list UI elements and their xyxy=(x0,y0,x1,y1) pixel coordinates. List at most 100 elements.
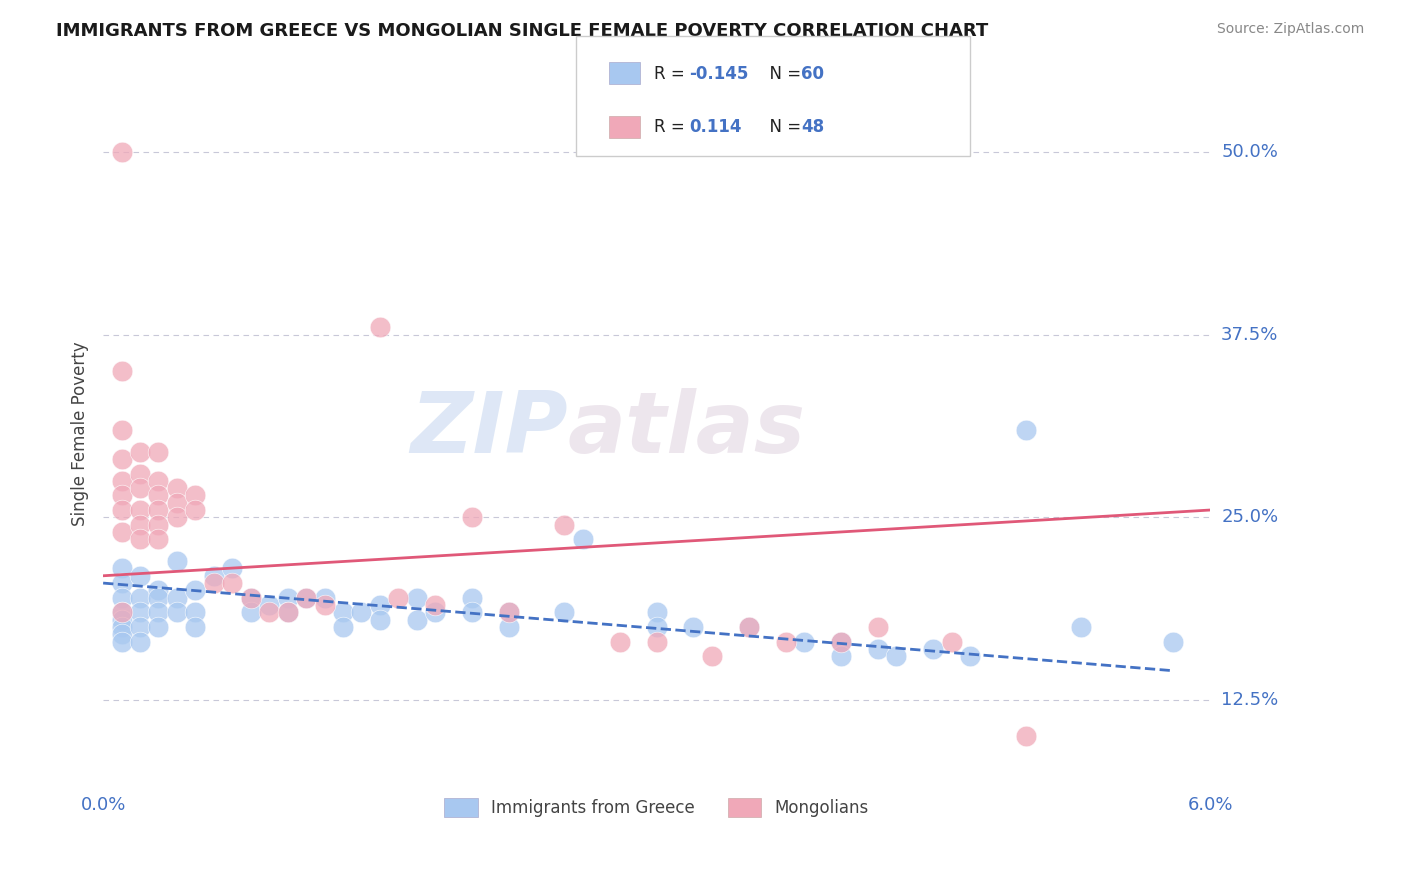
Point xyxy=(110,364,132,378)
Point xyxy=(184,583,207,598)
Point xyxy=(148,444,170,458)
Point xyxy=(166,554,188,568)
Point xyxy=(572,533,595,547)
Point xyxy=(277,591,299,605)
Point xyxy=(295,591,318,605)
Point xyxy=(110,620,132,634)
Point xyxy=(166,591,188,605)
Point xyxy=(368,613,391,627)
Point xyxy=(110,613,132,627)
Text: 37.5%: 37.5% xyxy=(1222,326,1278,343)
Point xyxy=(221,561,243,575)
Text: 0.114: 0.114 xyxy=(689,118,741,136)
Point xyxy=(498,605,520,619)
Point xyxy=(148,474,170,488)
Point xyxy=(609,634,631,648)
Point xyxy=(257,605,280,619)
Point xyxy=(129,591,152,605)
Point xyxy=(645,605,668,619)
Point xyxy=(461,605,484,619)
Point xyxy=(110,145,132,160)
Point xyxy=(922,641,945,656)
Point xyxy=(257,598,280,612)
Point xyxy=(129,634,152,648)
Point xyxy=(129,503,152,517)
Point xyxy=(148,591,170,605)
Point xyxy=(738,620,761,634)
Point xyxy=(148,605,170,619)
Point xyxy=(148,503,170,517)
Point xyxy=(553,517,575,532)
Point xyxy=(166,510,188,524)
Point xyxy=(221,576,243,591)
Point xyxy=(129,568,152,582)
Point xyxy=(738,620,761,634)
Point xyxy=(425,605,447,619)
Point xyxy=(202,568,225,582)
Point xyxy=(405,591,427,605)
Text: atlas: atlas xyxy=(568,388,806,471)
Point xyxy=(148,533,170,547)
Point xyxy=(645,634,668,648)
Point xyxy=(110,605,132,619)
Point xyxy=(148,517,170,532)
Point xyxy=(110,451,132,466)
Point xyxy=(830,634,852,648)
Point xyxy=(184,605,207,619)
Point xyxy=(405,613,427,627)
Point xyxy=(277,605,299,619)
Point xyxy=(184,503,207,517)
Point xyxy=(110,488,132,502)
Point xyxy=(461,591,484,605)
Point xyxy=(498,620,520,634)
Point xyxy=(461,510,484,524)
Point xyxy=(793,634,815,648)
Point xyxy=(110,576,132,591)
Point xyxy=(239,591,262,605)
Point xyxy=(645,620,668,634)
Point xyxy=(110,524,132,539)
Point xyxy=(1014,730,1036,744)
Point xyxy=(184,488,207,502)
Text: ZIP: ZIP xyxy=(411,388,568,471)
Point xyxy=(202,576,225,591)
Point xyxy=(425,598,447,612)
Legend: Immigrants from Greece, Mongolians: Immigrants from Greece, Mongolians xyxy=(437,791,876,824)
Point xyxy=(830,634,852,648)
Point xyxy=(148,620,170,634)
Point xyxy=(959,649,981,664)
Point xyxy=(110,634,132,648)
Point xyxy=(700,649,723,664)
Point xyxy=(110,474,132,488)
Point xyxy=(239,591,262,605)
Text: 25.0%: 25.0% xyxy=(1222,508,1278,526)
Point xyxy=(498,605,520,619)
Point xyxy=(1070,620,1092,634)
Point xyxy=(184,620,207,634)
Point xyxy=(866,620,889,634)
Point xyxy=(332,605,354,619)
Point xyxy=(110,591,132,605)
Point xyxy=(166,605,188,619)
Text: R =: R = xyxy=(654,118,695,136)
Point xyxy=(129,444,152,458)
Point xyxy=(314,598,336,612)
Point xyxy=(129,517,152,532)
Text: 48: 48 xyxy=(801,118,824,136)
Point xyxy=(110,423,132,437)
Point xyxy=(129,605,152,619)
Point xyxy=(110,605,132,619)
Point xyxy=(148,583,170,598)
Text: N =: N = xyxy=(759,118,807,136)
Point xyxy=(166,496,188,510)
Point xyxy=(553,605,575,619)
Point xyxy=(368,320,391,334)
Point xyxy=(941,634,963,648)
Text: Source: ZipAtlas.com: Source: ZipAtlas.com xyxy=(1216,22,1364,37)
Point xyxy=(830,649,852,664)
Point xyxy=(110,627,132,641)
Point xyxy=(110,561,132,575)
Point xyxy=(277,605,299,619)
Text: 50.0%: 50.0% xyxy=(1222,143,1278,161)
Text: 60: 60 xyxy=(801,64,824,83)
